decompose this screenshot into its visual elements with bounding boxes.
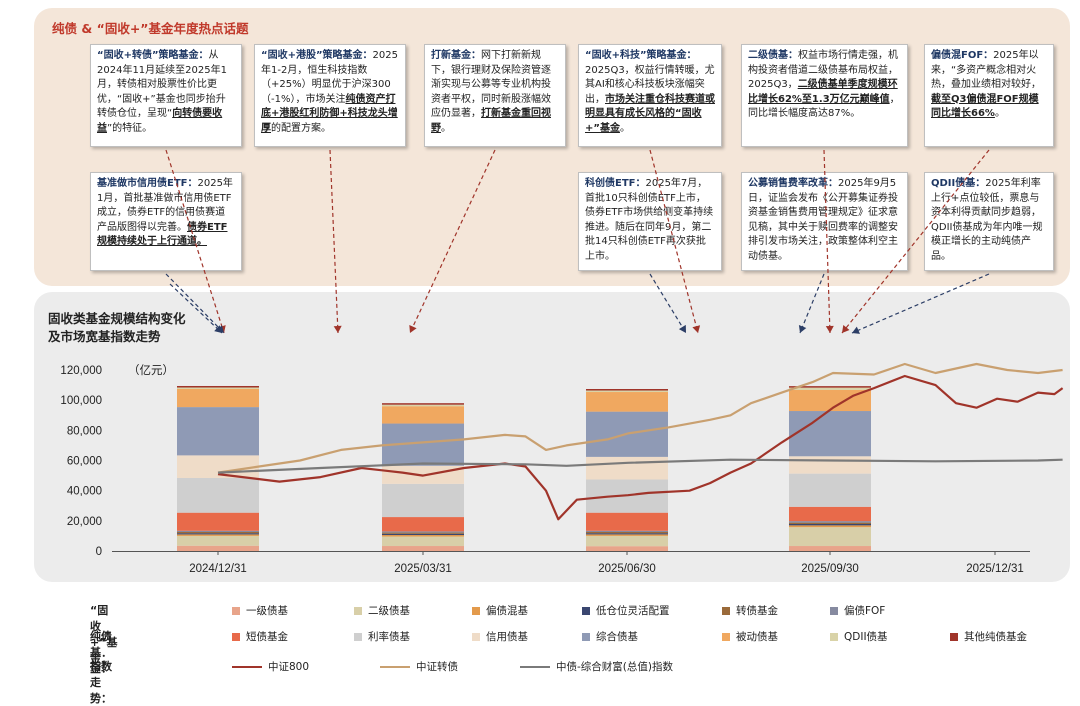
topic-note: “固收+港股”策略基金：2025年1-2月，恒生科技指数（+25%）明显优于沪深… xyxy=(254,44,406,147)
note-title: 打新基金： xyxy=(431,50,481,61)
legend-item-label: 低仓位灵活配置 xyxy=(596,605,670,617)
legend-swatch xyxy=(232,606,240,615)
legend-swatch xyxy=(472,632,480,641)
note-title: 基准做市信用债ETF： xyxy=(97,178,198,189)
legend-item-label: 中债-综合财富(总值)指数 xyxy=(556,661,673,673)
legend-item-label: 信用债基 xyxy=(486,631,528,643)
note-text: 二级债基单季度规模环比增长62%至1.3万亿元巅峰值 xyxy=(748,79,898,105)
legend-swatch xyxy=(722,606,730,615)
topic-note: 公募销售费率改革：2025年9月5日，证监会发布《公开募集证券投资基金销售费用管… xyxy=(741,172,908,271)
legend-item-label: QDII债基 xyxy=(844,631,888,643)
legend-swatch xyxy=(830,632,838,641)
note-text: 2025年9月5日，证监会发布《公开募集证券投资基金销售费用管理规定》征求意见稿… xyxy=(748,178,898,262)
chart-title: 固收类基金规模结构变化 及市场宽基指数走势 xyxy=(48,311,186,344)
legend-line-swatch xyxy=(520,665,550,668)
legend-swatch xyxy=(582,606,590,615)
legend-item: 利率债基 xyxy=(354,629,410,644)
legend-line-swatch xyxy=(380,665,410,668)
note-text: 2025年7月，首批10只科创债ETF上市，债券ETF市场供给侧变革持续推进。随… xyxy=(585,178,714,262)
note-text: 打新基金重回视野 xyxy=(431,108,551,134)
topic-note: QDII债基：2025年利率上行+点位较低，票息与资本利得贡献同步趋弱，QDII… xyxy=(924,172,1054,271)
legend-item-label: 被动债基 xyxy=(736,631,778,643)
note-text: 纯债资产打底+港股红利防御+科技龙头增厚 xyxy=(261,93,398,134)
note-text: 从2024年11月延续至2025年1月，转债相对股票性价比更优，“固收+”基金也… xyxy=(97,50,227,119)
legend-item-label: 偏债FOF xyxy=(844,605,886,617)
legend-group-label: “固收+”基金： xyxy=(90,604,118,665)
note-title: 二级债基： xyxy=(748,50,798,61)
note-title: 公募销售费率改革： xyxy=(748,178,838,189)
topic-note: 偏债混FOF：2025年以来，“多资产概念相对火热，叠加业绩相对较好， 截至Q3偏… xyxy=(924,44,1054,147)
note-text: ”的特征。 xyxy=(107,122,153,134)
legend-group-label: 纯债基金： xyxy=(90,630,112,675)
topic-note: “固收+转债”策略基金：从2024年11月延续至2025年1月，转债相对股票性价… xyxy=(90,44,242,147)
legend-item: 被动债基 xyxy=(722,629,778,644)
topic-note: 二级债基：权益市场行情走强，机构投资者借道二级债基布局权益，2025Q3，二级债… xyxy=(741,44,908,147)
note-text: 向转债要收益 xyxy=(97,108,223,134)
note-text: 权益市场行情走强，机构投资者借道二级债基布局权益，2025Q3， xyxy=(748,50,898,90)
legend-item: 转债基金 xyxy=(722,603,778,618)
legend-swatch xyxy=(354,632,362,641)
note-title: “固收+科技”策略基金： xyxy=(585,50,697,61)
note-text: 截至Q3偏债混FOF规模同比增长66% xyxy=(931,93,1039,120)
legend-item-label: 中证800 xyxy=(268,661,310,673)
note-title: 偏债混FOF： xyxy=(931,50,994,61)
legend-swatch xyxy=(354,606,362,615)
legend-item: 综合债基 xyxy=(582,629,638,644)
topic-note: 打新基金：网下打新新规下，银行理财及保险资管逐渐实现与公募等专业机构投资者平权，… xyxy=(424,44,566,147)
legend-item-label: 二级债基 xyxy=(368,605,410,617)
legend-item: 一级债基 xyxy=(232,603,288,618)
legend-swatch xyxy=(472,606,480,615)
legend-item: 偏债FOF xyxy=(830,603,885,618)
note-title: QDII债基： xyxy=(931,178,986,189)
legend-swatch xyxy=(830,606,838,615)
legend-item-label: 中证转债 xyxy=(416,661,458,673)
legend-item: 低仓位灵活配置 xyxy=(582,603,670,618)
legend-item: 短债基金 xyxy=(232,629,288,644)
legend-line-swatch xyxy=(232,665,262,668)
legend-item: 其他纯债基金 xyxy=(950,629,1027,644)
note-text: 市场关注重仓科技赛道或明显具有成长风格的“固收+”基金 xyxy=(585,93,715,134)
panel-title: 纯债 & “固收+”基金年度热点话题 xyxy=(52,21,249,36)
legend-item-label: 利率债基 xyxy=(368,631,410,643)
topic-note: “固收+科技”策略基金： 2025Q3，权益行情转暖，尤其AI和核心科技板块涨幅突… xyxy=(578,44,722,147)
legend-item-label: 其他纯债基金 xyxy=(964,631,1027,643)
legend-item: QDII债基 xyxy=(830,629,888,644)
note-text: 2025年以来，“多资产概念相对火热，叠加业绩相对较好， xyxy=(931,50,1041,90)
note-text: 网下打新新规下，银行理财及保险资管逐渐实现与公募等专业机构投资者平权，同时新股涨… xyxy=(431,50,551,119)
legend-group-label: 指数走势： xyxy=(90,660,112,705)
note-text: 2025年利率上行+点位较低，票息与资本利得贡献同步趋弱，QDII债基成为年内唯… xyxy=(931,178,1043,262)
note-text: 2025年1-2月，恒生科技指数（+25%）明显优于沪深300（-1%），市场关… xyxy=(261,50,398,105)
legend-item-label: 短债基金 xyxy=(246,631,288,643)
note-title: 科创债ETF： xyxy=(585,178,646,189)
legend-item: 中债-综合财富(总值)指数 xyxy=(520,659,673,674)
topic-note: 基准做市信用债ETF：2025年1月，首批基准做市信用债ETF成立，债券ETF的… xyxy=(90,172,242,271)
legend-item-label: 一级债基 xyxy=(246,605,288,617)
note-text: 。 xyxy=(441,122,451,134)
legend-item: 偏债混基 xyxy=(472,603,528,618)
legend-item: 中证转债 xyxy=(380,659,458,674)
note-text: 。 xyxy=(619,122,630,134)
note-text: 2025Q3，权益行情转暖，尤其AI和核心科技板块涨幅突出， xyxy=(585,64,715,105)
legend-item: 中证800 xyxy=(232,659,309,674)
note-title: “固收+转债”策略基金： xyxy=(97,50,209,61)
legend-item: 信用债基 xyxy=(472,629,528,644)
legend-item-label: 综合债基 xyxy=(596,631,638,643)
legend-swatch xyxy=(722,632,730,641)
legend-item-label: 转债基金 xyxy=(736,605,778,617)
note-text: ，同比增长幅度高达87%。 xyxy=(748,93,900,120)
note-text: 的配置方案。 xyxy=(271,122,331,134)
legend-swatch xyxy=(582,632,590,641)
legend-item-label: 偏债混基 xyxy=(486,605,528,617)
legend-swatch xyxy=(950,632,958,641)
legend-item: 二级债基 xyxy=(354,603,410,618)
note-text: 。 xyxy=(994,108,1005,119)
note-title: “固收+港股”策略基金： xyxy=(261,50,373,61)
legend-swatch xyxy=(232,632,240,641)
topic-note: 科创债ETF：2025年7月，首批10只科创债ETF上市，债券ETF市场供给侧变… xyxy=(578,172,722,271)
